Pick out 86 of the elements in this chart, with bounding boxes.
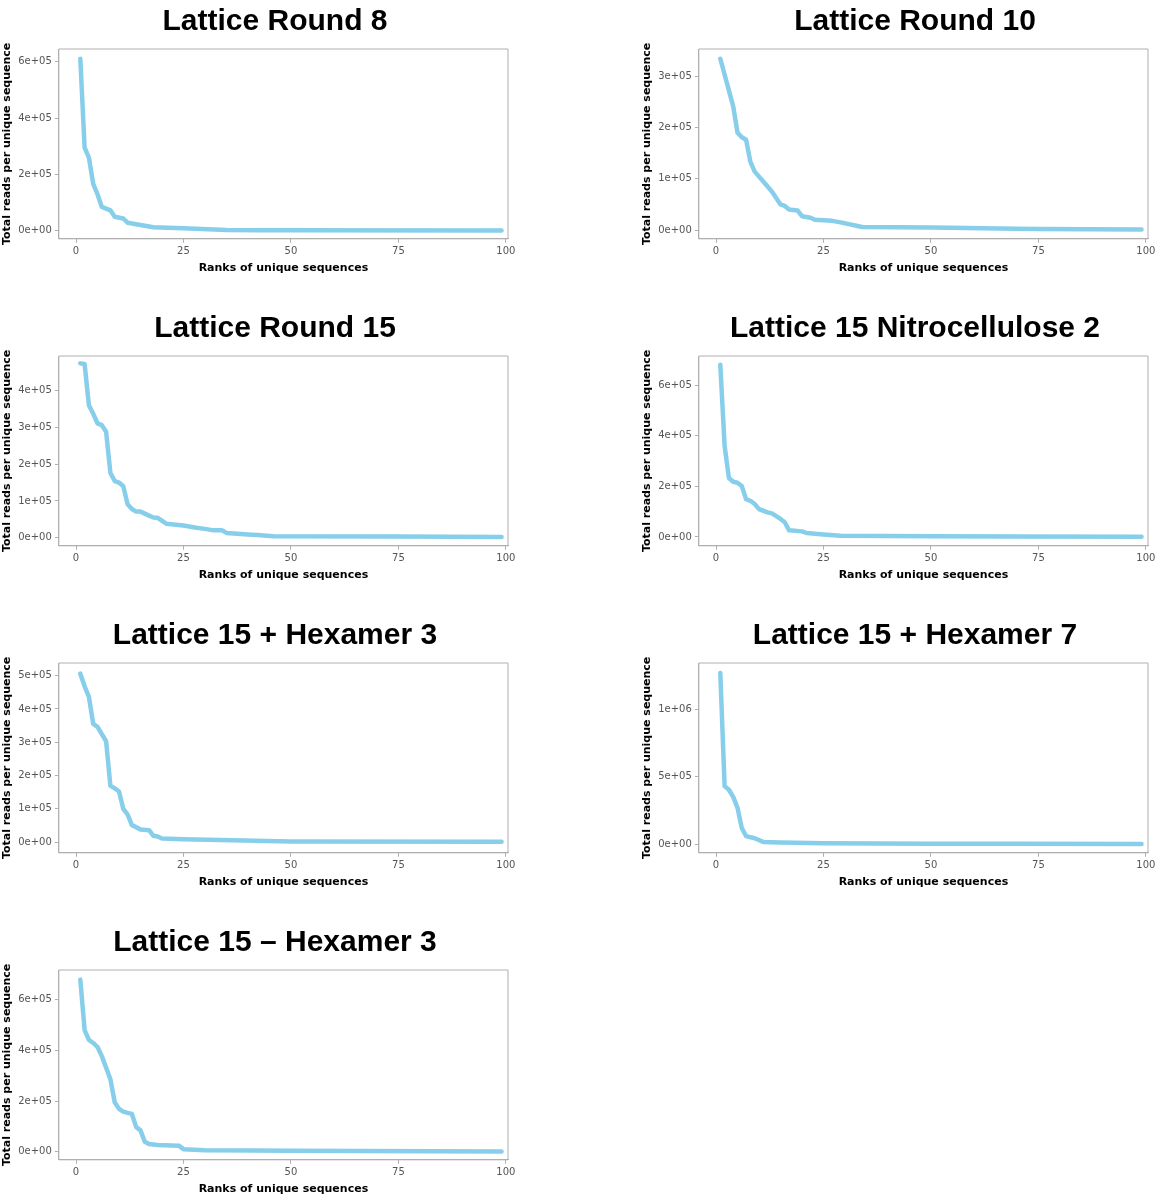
x-axis-title: Ranks of unique sequences xyxy=(198,1182,369,1196)
y-tick-label: 0e+00 xyxy=(18,835,52,847)
x-tick-label: 75 xyxy=(392,1166,405,1178)
y-axis-title: Total reads per unique sequence xyxy=(640,42,654,246)
x-tick-label: 100 xyxy=(496,552,516,564)
x-tick-label: 25 xyxy=(177,245,190,257)
y-tick-label: 6e+05 xyxy=(18,55,52,67)
chart-title: Lattice 15 + Hexamer 3 xyxy=(111,616,439,652)
y-tick-label: 6e+05 xyxy=(18,993,52,1005)
chart-title: Lattice 15 Nitrocellulose 2 xyxy=(728,309,1102,345)
y-tick-label: 0e+00 xyxy=(658,837,692,849)
x-tick-label: 0 xyxy=(72,859,80,871)
x-tick-label: 25 xyxy=(177,552,190,564)
y-tick-label: 0e+00 xyxy=(18,531,52,543)
y-tick-label: 4e+05 xyxy=(18,1043,52,1055)
y-tick-label: 5e+05 xyxy=(18,669,52,681)
x-tick-label: 75 xyxy=(392,245,405,257)
y-tick-label: 1e+05 xyxy=(18,494,52,506)
x-tick-label: 100 xyxy=(496,245,516,257)
x-tick-label: 50 xyxy=(924,859,938,871)
chart-title: Lattice Round 8 xyxy=(161,2,389,38)
x-tick-label: 100 xyxy=(1136,859,1156,871)
x-tick-label: 50 xyxy=(924,552,938,564)
y-tick-label: 0e+00 xyxy=(18,224,52,236)
y-tick-label: 2e+05 xyxy=(18,769,52,781)
x-tick-label: 25 xyxy=(177,1166,190,1178)
y-tick-label: 2e+05 xyxy=(658,479,692,491)
y-tick-label: 6e+05 xyxy=(658,378,692,390)
x-tick-label: 100 xyxy=(496,859,516,871)
x-tick-label: 50 xyxy=(284,859,298,871)
x-tick-label: 25 xyxy=(817,245,830,257)
y-tick-label: 5e+05 xyxy=(658,770,692,782)
x-tick-label: 100 xyxy=(1136,245,1156,257)
y-tick-label: 2e+05 xyxy=(658,121,692,133)
x-tick-label: 75 xyxy=(392,859,405,871)
y-tick-label: 2e+05 xyxy=(18,168,52,180)
y-tick-label: 3e+05 xyxy=(18,735,52,747)
x-tick-label: 75 xyxy=(1032,245,1045,257)
chart-title: Lattice Round 10 xyxy=(793,2,1037,38)
x-tick-label: 75 xyxy=(1032,552,1045,564)
x-tick-label: 0 xyxy=(712,859,720,871)
y-tick-label: 1e+05 xyxy=(18,802,52,814)
x-tick-label: 75 xyxy=(392,552,405,564)
x-axis-title: Ranks of unique sequences xyxy=(838,261,1009,275)
y-tick-label: 1e+06 xyxy=(658,702,692,714)
y-tick-label: 4e+05 xyxy=(18,702,52,714)
x-tick-label: 50 xyxy=(284,245,298,257)
x-axis-title: Ranks of unique sequences xyxy=(198,568,369,582)
y-axis-title: Total reads per unique sequence xyxy=(640,656,654,860)
y-tick-label: 2e+05 xyxy=(18,1094,52,1106)
y-axis-title: Total reads per unique sequence xyxy=(0,963,14,1167)
y-tick-label: 0e+00 xyxy=(658,530,692,542)
x-tick-label: 0 xyxy=(712,552,720,564)
chart-title: Lattice 15 + Hexamer 7 xyxy=(751,616,1079,652)
x-tick-label: 50 xyxy=(284,1166,298,1178)
y-axis-title: Total reads per unique sequence xyxy=(640,349,654,553)
x-tick-label: 25 xyxy=(177,859,190,871)
y-tick-label: 3e+05 xyxy=(18,420,52,432)
y-tick-label: 4e+05 xyxy=(658,429,692,441)
y-tick-label: 0e+00 xyxy=(658,223,692,235)
x-tick-label: 0 xyxy=(72,552,80,564)
x-tick-label: 0 xyxy=(72,245,80,257)
x-tick-label: 0 xyxy=(712,245,720,257)
x-axis-title: Ranks of unique sequences xyxy=(838,875,1009,889)
y-axis-title: Total reads per unique sequence xyxy=(0,42,14,246)
x-tick-label: 100 xyxy=(496,1166,516,1178)
x-tick-label: 25 xyxy=(817,859,830,871)
y-tick-label: 1e+05 xyxy=(658,172,692,184)
y-tick-label: 4e+05 xyxy=(18,111,52,123)
y-tick-label: 2e+05 xyxy=(18,457,52,469)
y-axis-title: Total reads per unique sequence xyxy=(0,349,14,553)
x-tick-label: 25 xyxy=(817,552,830,564)
y-tick-label: 3e+05 xyxy=(658,69,692,81)
x-tick-label: 0 xyxy=(72,1166,80,1178)
chart-title: Lattice Round 15 xyxy=(153,309,397,345)
y-tick-label: 0e+00 xyxy=(18,1145,52,1157)
chart-title: Lattice 15 – Hexamer 3 xyxy=(112,923,438,959)
y-tick-label: 4e+05 xyxy=(18,384,52,396)
x-tick-label: 75 xyxy=(1032,859,1045,871)
x-axis-title: Ranks of unique sequences xyxy=(198,261,369,275)
x-tick-label: 50 xyxy=(284,552,298,564)
x-axis-title: Ranks of unique sequences xyxy=(838,568,1009,582)
x-tick-label: 100 xyxy=(1136,552,1156,564)
x-axis-title: Ranks of unique sequences xyxy=(198,875,369,889)
x-tick-label: 50 xyxy=(924,245,938,257)
y-axis-title: Total reads per unique sequence xyxy=(0,656,14,860)
